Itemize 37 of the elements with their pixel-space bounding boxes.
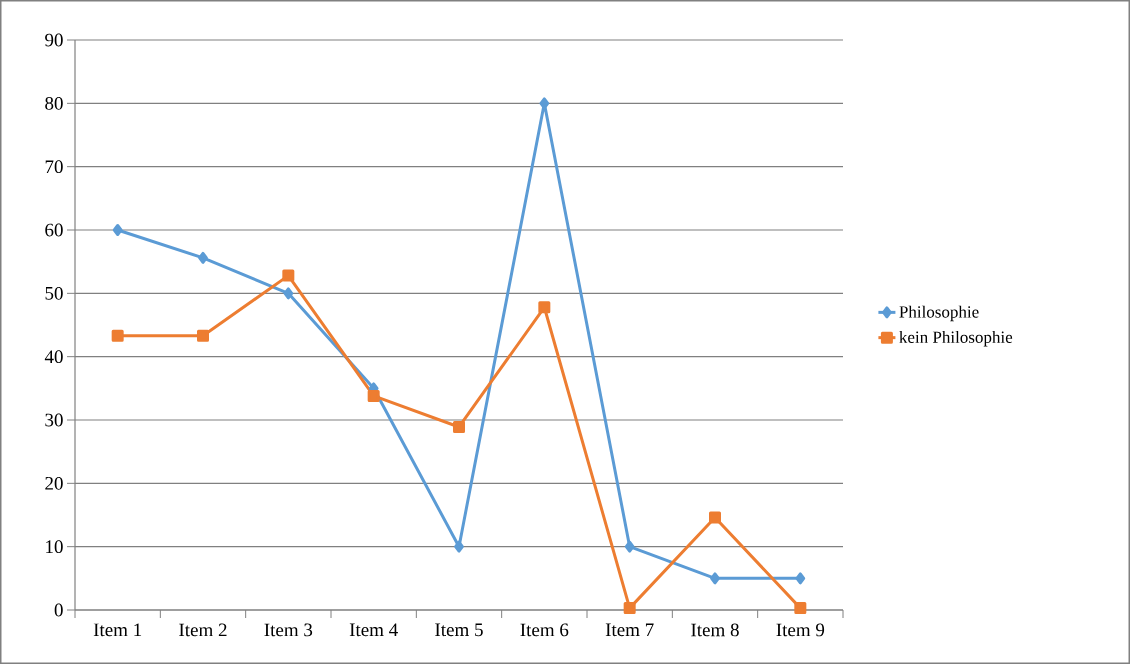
x-tick-label: Item 8 [691, 623, 739, 637]
legend-label: kein Philosophie [899, 330, 1013, 347]
y-tick-label: 0 [54, 603, 63, 617]
x-tick-label: Item 2 [179, 623, 227, 637]
point [794, 602, 807, 615]
point [709, 511, 721, 524]
y-tick-label: 20 [45, 476, 63, 490]
x-tick-label: Item 1 [93, 623, 142, 637]
point [538, 301, 551, 314]
x-tick-label: Item 7 [605, 623, 654, 637]
point [197, 329, 209, 342]
point [198, 251, 208, 264]
point [710, 572, 720, 585]
y-tick-label: 10 [46, 540, 63, 554]
point [795, 572, 806, 585]
x-tick-label: Item 3 [264, 623, 313, 637]
point [112, 224, 123, 236]
point [111, 329, 124, 342]
point [454, 540, 464, 553]
y-tick-label: 60 [45, 223, 63, 237]
y-tick-label: 80 [45, 96, 63, 110]
x-tick-label: Item 5 [435, 623, 483, 637]
y-tick-label: 40 [44, 350, 63, 364]
y-tick-label: 70 [45, 160, 63, 174]
point [283, 287, 294, 300]
point [453, 420, 465, 433]
point [624, 540, 635, 553]
x-tick-label: Item 4 [349, 623, 398, 637]
point [282, 269, 295, 282]
x-tick-label: Item 6 [520, 623, 569, 637]
x-tick-label: Item 9 [776, 623, 825, 637]
legend-label: Philosophie [899, 305, 979, 322]
y-tick-label: 90 [45, 33, 63, 47]
point [623, 602, 636, 615]
point [367, 389, 380, 402]
y-tick-label: 50 [45, 286, 63, 300]
y-tick-label: 30 [45, 413, 63, 427]
